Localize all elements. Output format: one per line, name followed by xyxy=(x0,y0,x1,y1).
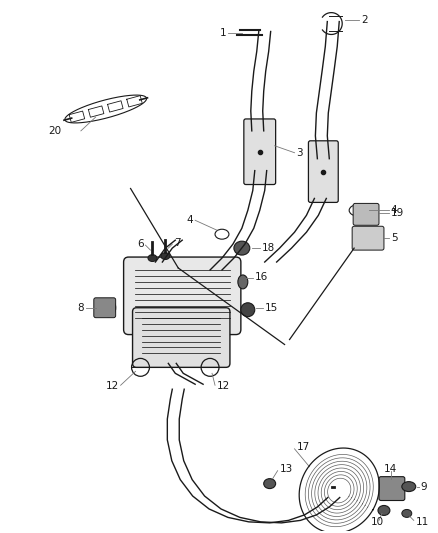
Text: 1: 1 xyxy=(219,28,226,38)
FancyBboxPatch shape xyxy=(133,308,230,367)
Ellipse shape xyxy=(161,253,170,260)
Text: 4: 4 xyxy=(391,205,398,215)
Text: 16: 16 xyxy=(255,272,268,282)
Ellipse shape xyxy=(241,303,255,317)
Text: 2: 2 xyxy=(361,14,368,25)
Text: 7: 7 xyxy=(174,238,181,248)
Text: 13: 13 xyxy=(279,464,293,474)
Text: 4: 4 xyxy=(187,215,193,225)
Text: 17: 17 xyxy=(297,442,310,452)
Text: 18: 18 xyxy=(262,243,275,253)
Text: 3: 3 xyxy=(297,148,303,158)
Ellipse shape xyxy=(378,505,390,515)
FancyBboxPatch shape xyxy=(124,257,241,335)
Ellipse shape xyxy=(102,299,116,317)
Ellipse shape xyxy=(264,479,276,489)
FancyBboxPatch shape xyxy=(352,226,384,250)
FancyBboxPatch shape xyxy=(244,119,276,184)
Text: 15: 15 xyxy=(265,303,278,313)
Text: 5: 5 xyxy=(391,233,398,243)
Text: 6: 6 xyxy=(137,239,144,249)
Text: 19: 19 xyxy=(391,208,404,219)
Ellipse shape xyxy=(402,510,412,518)
Text: 11: 11 xyxy=(416,518,429,527)
Text: 9: 9 xyxy=(421,482,427,491)
Text: 12: 12 xyxy=(217,381,230,391)
FancyBboxPatch shape xyxy=(353,204,379,225)
Ellipse shape xyxy=(234,241,250,255)
FancyBboxPatch shape xyxy=(94,298,116,318)
Ellipse shape xyxy=(148,255,157,262)
Text: 8: 8 xyxy=(77,303,84,313)
FancyBboxPatch shape xyxy=(308,141,338,203)
Text: 10: 10 xyxy=(371,518,384,527)
Text: 14: 14 xyxy=(384,464,398,474)
Text: 12: 12 xyxy=(106,381,119,391)
Ellipse shape xyxy=(238,275,248,289)
Ellipse shape xyxy=(402,482,416,491)
FancyBboxPatch shape xyxy=(379,477,405,500)
Text: 20: 20 xyxy=(48,126,61,136)
